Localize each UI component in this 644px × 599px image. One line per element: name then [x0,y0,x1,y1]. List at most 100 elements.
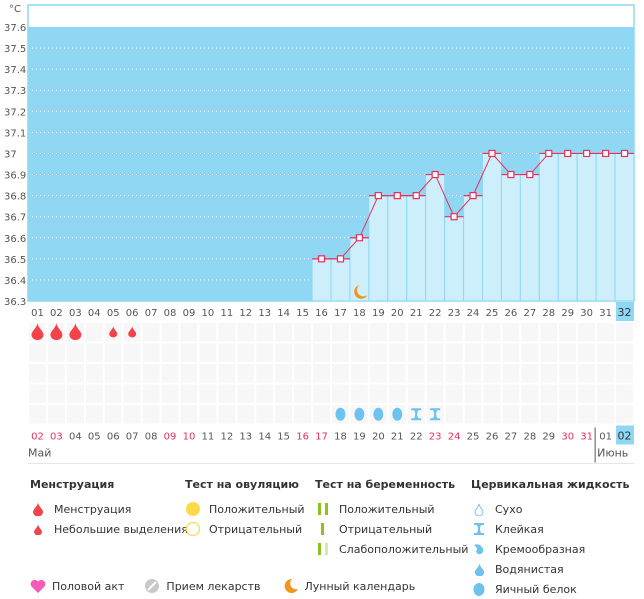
day-cell[interactable] [616,384,633,404]
day-cell[interactable] [350,323,368,342]
day-cell[interactable] [218,323,236,342]
temperature-point[interactable] [317,255,326,263]
day-cell[interactable] [578,405,596,424]
day-cell[interactable] [237,343,255,363]
day-cell[interactable] [29,343,46,363]
day-cell[interactable] [294,364,312,383]
day-cell[interactable] [66,384,84,404]
day-cell[interactable] [275,343,293,363]
cycle-day-label[interactable]: 03 [69,308,82,319]
day-cell[interactable] [445,364,463,383]
day-cell[interactable] [350,384,368,404]
cycle-day-label[interactable]: 06 [126,308,139,319]
day-cell[interactable] [350,343,368,363]
temperature-point[interactable] [355,234,364,242]
day-cell[interactable] [540,405,558,424]
cycle-day-label[interactable]: 26 [505,308,518,319]
day-cell[interactable] [142,384,160,404]
day-cell[interactable] [559,323,577,342]
temperature-point[interactable] [374,192,382,200]
day-cell[interactable] [104,384,122,404]
day-cell[interactable] [180,384,198,404]
day-cell[interactable] [161,323,179,342]
day-cell[interactable] [483,323,501,342]
day-cell[interactable] [540,384,558,404]
day-cell[interactable] [161,364,179,383]
day-cell[interactable] [407,343,425,363]
day-cell[interactable] [521,384,539,404]
day-cell[interactable] [313,343,330,363]
day-cell[interactable] [369,323,387,342]
day-cell[interactable] [540,323,558,342]
day-cell[interactable] [597,323,615,342]
day-cell[interactable] [218,364,236,383]
temperature-point[interactable] [450,213,458,221]
cycle-day-label[interactable]: 04 [88,308,101,319]
day-cell[interactable] [29,364,46,383]
day-cell[interactable] [616,405,633,424]
day-cell[interactable] [85,364,103,383]
day-cell[interactable] [502,405,520,424]
day-cell[interactable] [275,364,293,383]
cycle-day-label[interactable]: 05 [107,308,120,319]
day-cell[interactable] [502,323,520,342]
day-cell[interactable] [161,405,179,424]
day-cell[interactable] [332,343,349,363]
day-cell[interactable] [578,364,596,383]
day-cell[interactable] [597,405,615,424]
cycle-day-label[interactable]: 02 [50,308,63,319]
day-cell[interactable] [180,323,198,342]
day-cell[interactable] [47,343,65,363]
day-cell[interactable] [407,364,425,383]
day-cell[interactable] [29,384,46,404]
day-cell[interactable] [199,364,217,383]
day-cell[interactable] [237,384,255,404]
menstruation-drop-icon[interactable] [50,322,63,341]
day-cell[interactable] [350,364,368,383]
day-cell[interactable] [559,364,577,383]
day-cell[interactable] [180,405,198,424]
day-cell[interactable] [66,405,84,424]
temperature-point[interactable] [488,149,496,158]
day-cell[interactable] [47,384,65,404]
day-cell[interactable] [559,405,577,424]
temperature-point[interactable] [412,192,420,200]
day-cell[interactable] [483,343,501,363]
day-cell[interactable] [66,343,84,363]
day-cell[interactable] [199,384,217,404]
day-cell[interactable] [502,343,520,363]
day-cell[interactable] [199,323,217,342]
cycle-day-label[interactable]: 14 [277,308,290,319]
day-cell[interactable] [218,405,236,424]
day-cell[interactable] [388,364,406,383]
day-cell[interactable] [142,405,160,424]
day-cell[interactable] [464,384,482,404]
cycle-day-label[interactable]: 01 [31,308,44,319]
day-cell[interactable] [218,384,236,404]
day-cell[interactable] [123,405,141,424]
day-cell[interactable] [578,343,596,363]
temperature-point[interactable] [564,149,572,158]
egg-white-icon[interactable] [335,407,346,421]
temperature-point[interactable] [507,170,515,179]
day-cell[interactable] [161,384,179,404]
day-cell[interactable] [483,384,501,404]
day-cell[interactable] [123,384,141,404]
day-cell[interactable] [332,384,349,404]
day-cell[interactable] [332,364,349,383]
day-cell[interactable] [66,364,84,383]
temperature-point[interactable] [526,170,534,179]
day-cell[interactable] [464,405,482,424]
cycle-day-label[interactable]: 28 [542,308,555,319]
cycle-day-label[interactable]: 08 [164,308,177,319]
day-cell[interactable] [445,343,463,363]
egg-white-icon[interactable] [373,407,384,421]
day-cell[interactable] [616,343,633,363]
cycle-day-label[interactable]: 09 [183,308,196,319]
temperature-point[interactable] [336,255,345,263]
menstruation-drop-icon[interactable] [69,322,82,341]
temperature-point[interactable] [601,149,610,158]
day-cell[interactable] [237,364,255,383]
day-cell[interactable] [388,343,406,363]
cycle-day-label[interactable]: 30 [580,308,593,319]
